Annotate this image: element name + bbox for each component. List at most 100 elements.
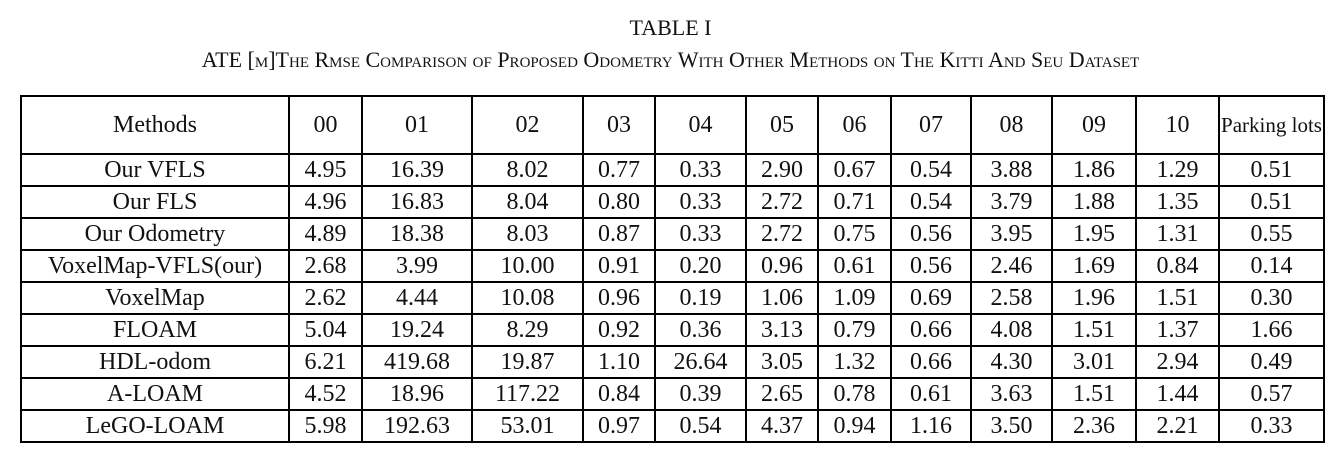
ate-value-cell: 8.02 (471, 153, 584, 187)
ate-value-cell: 1.51 (1051, 313, 1137, 347)
ate-value-cell: 0.75 (817, 217, 892, 251)
ate-value-cell: 0.39 (654, 377, 747, 411)
ate-value-cell: 1.66 (1218, 313, 1325, 347)
ate-value-cell: 3.88 (970, 153, 1053, 187)
ate-value-cell: 0.71 (817, 185, 892, 219)
table-row: VoxelMap-VFLS(our) 2.68 3.99 10.00 0.91 0.20 0… (20, 249, 1325, 283)
ate-value-cell: 0.61 (817, 249, 892, 283)
table-body: Our VFLS 4.95 16.39 8.02 0.77 0.33 2.90 0.67 0.5… (20, 153, 1325, 443)
table-row: HDL-odom 6.21 419.68 19.87 1.10 26.64 3.05 1.32… (20, 345, 1325, 379)
ate-value-cell: 0.57 (1218, 377, 1325, 411)
ate-value-cell: 18.38 (361, 217, 473, 251)
ate-value-cell: 8.03 (471, 217, 584, 251)
ate-value-cell: 0.77 (582, 153, 656, 187)
ate-value-cell: 53.01 (471, 409, 584, 443)
ate-value-cell: 18.96 (361, 377, 473, 411)
header-seq-07: 07 (890, 95, 972, 155)
ate-value-cell: 1.44 (1135, 377, 1220, 411)
ate-value-cell: 2.21 (1135, 409, 1220, 443)
ate-value-cell: 3.05 (745, 345, 819, 379)
ate-value-cell: 4.44 (361, 281, 473, 315)
ate-value-cell: 3.79 (970, 185, 1053, 219)
table-caption: ATE [m]The Rmse Comparison of Proposed O… (201, 47, 1140, 72)
table-number: TABLE I (629, 15, 712, 40)
ate-value-cell: 3.13 (745, 313, 819, 347)
ate-value-cell: 0.66 (890, 345, 972, 379)
ate-value-cell: 2.72 (745, 217, 819, 251)
ate-value-cell: 117.22 (471, 377, 584, 411)
ate-value-cell: 0.61 (890, 377, 972, 411)
method-name-cell: HDL-odom (20, 345, 290, 379)
ate-value-cell: 1.06 (745, 281, 819, 315)
ate-value-cell: 16.83 (361, 185, 473, 219)
ate-value-cell: 0.54 (890, 153, 972, 187)
ate-value-cell: 192.63 (361, 409, 473, 443)
ate-value-cell: 10.00 (471, 249, 584, 283)
method-name-cell: A-LOAM (20, 377, 290, 411)
header-seq-03: 03 (582, 95, 656, 155)
ate-value-cell: 2.46 (970, 249, 1053, 283)
table-row: Our VFLS 4.95 16.39 8.02 0.77 0.33 2.90 0.67 0.5… (20, 153, 1325, 187)
ate-value-cell: 3.01 (1051, 345, 1137, 379)
ate-value-cell: 2.62 (288, 281, 363, 315)
ate-value-cell: 8.04 (471, 185, 584, 219)
ate-value-cell: 1.16 (890, 409, 972, 443)
method-name-cell: VoxelMap (20, 281, 290, 315)
table-row: LeGO-LOAM 5.98 192.63 53.01 0.97 0.54 4.37 0.94… (20, 409, 1325, 443)
header-row: Methods 00 01 02 03 04 05 06 07 08 09 10… (20, 95, 1325, 155)
ate-value-cell: 19.87 (471, 345, 584, 379)
ate-value-cell: 0.33 (654, 217, 747, 251)
ate-value-cell: 2.58 (970, 281, 1053, 315)
ate-value-cell: 26.64 (654, 345, 747, 379)
header-seq-02: 02 (471, 95, 584, 155)
ate-value-cell: 10.08 (471, 281, 584, 315)
ate-value-cell: 0.91 (582, 249, 656, 283)
ate-value-cell: 0.94 (817, 409, 892, 443)
ate-value-cell: 1.96 (1051, 281, 1137, 315)
header-methods: Methods (20, 95, 290, 155)
results-table: Methods 00 01 02 03 04 05 06 07 08 09 10… (20, 95, 1325, 443)
ate-value-cell: 0.51 (1218, 153, 1325, 187)
ate-value-cell: 2.94 (1135, 345, 1220, 379)
ate-value-cell: 0.87 (582, 217, 656, 251)
ate-value-cell: 0.54 (890, 185, 972, 219)
ate-value-cell: 0.97 (582, 409, 656, 443)
ate-value-cell: 3.95 (970, 217, 1053, 251)
table-row: A-LOAM 4.52 18.96 117.22 0.84 0.39 2.65 0.78 0.6… (20, 377, 1325, 411)
ate-value-cell: 0.96 (582, 281, 656, 315)
ate-value-cell: 0.54 (654, 409, 747, 443)
ate-value-cell: 4.95 (288, 153, 363, 187)
ate-value-cell: 1.51 (1135, 281, 1220, 315)
ate-value-cell: 0.30 (1218, 281, 1325, 315)
ate-value-cell: 0.80 (582, 185, 656, 219)
ate-value-cell: 1.51 (1051, 377, 1137, 411)
ate-value-cell: 0.14 (1218, 249, 1325, 283)
ate-value-cell: 1.31 (1135, 217, 1220, 251)
method-name-cell: Our VFLS (20, 153, 290, 187)
ate-value-cell: 2.90 (745, 153, 819, 187)
ate-value-cell: 0.56 (890, 217, 972, 251)
ate-value-cell: 0.36 (654, 313, 747, 347)
ate-value-cell: 4.52 (288, 377, 363, 411)
ate-value-cell: 3.63 (970, 377, 1053, 411)
ate-value-cell: 1.09 (817, 281, 892, 315)
ate-value-cell: 1.88 (1051, 185, 1137, 219)
ate-value-cell: 2.36 (1051, 409, 1137, 443)
method-name-cell: Our FLS (20, 185, 290, 219)
ate-value-cell: 1.32 (817, 345, 892, 379)
ate-value-cell: 1.95 (1051, 217, 1137, 251)
method-name-cell: FLOAM (20, 313, 290, 347)
ate-value-cell: 0.56 (890, 249, 972, 283)
ate-value-cell: 0.33 (654, 153, 747, 187)
ate-value-cell: 0.84 (582, 377, 656, 411)
ate-value-cell: 3.99 (361, 249, 473, 283)
ate-value-cell: 4.08 (970, 313, 1053, 347)
ate-value-cell: 5.98 (288, 409, 363, 443)
table-row: VoxelMap 2.62 4.44 10.08 0.96 0.19 1.06 1.09 0.6… (20, 281, 1325, 315)
ate-value-cell: 0.49 (1218, 345, 1325, 379)
ate-value-cell: 3.50 (970, 409, 1053, 443)
ate-value-cell: 2.72 (745, 185, 819, 219)
ate-value-cell: 6.21 (288, 345, 363, 379)
ate-value-cell: 0.78 (817, 377, 892, 411)
header-seq-08: 08 (970, 95, 1053, 155)
